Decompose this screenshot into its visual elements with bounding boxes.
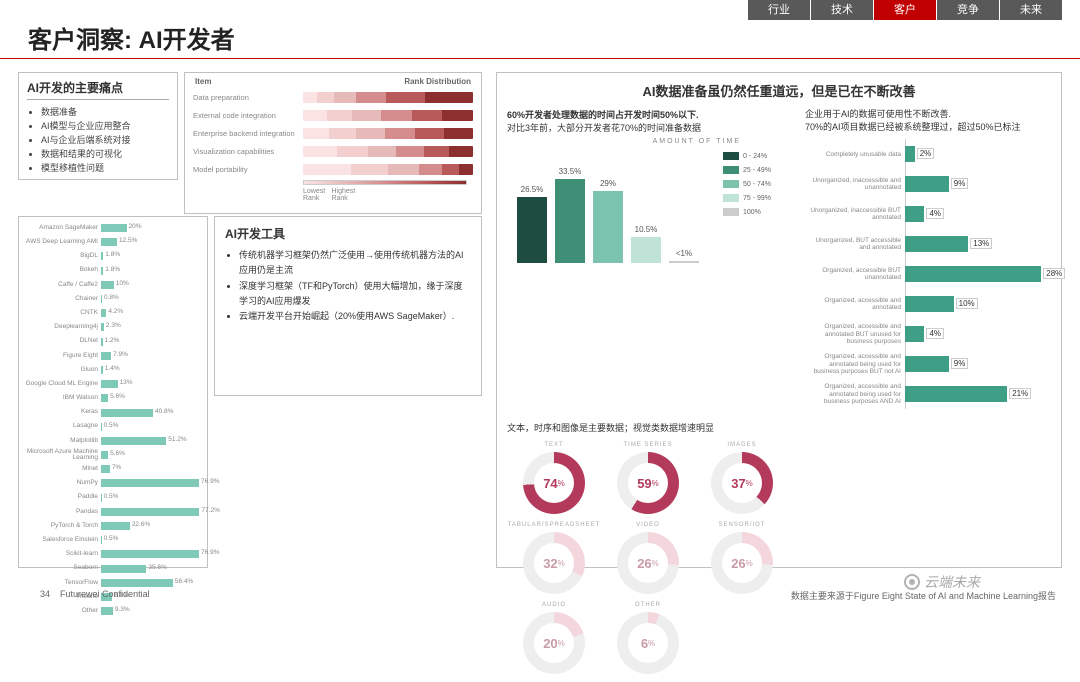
tools-heading: AI开发工具 — [225, 225, 471, 242]
confidential: Futurewei Confidential — [60, 589, 150, 599]
tool-row: Microsoft Azure Machine Learning5.6% — [23, 448, 203, 462]
nav-tab[interactable]: 未来 — [1000, 0, 1062, 20]
donut: TABULAR/SPREADSHEET32% — [507, 522, 601, 594]
nav-tab[interactable]: 行业 — [748, 0, 810, 20]
tool-row: Chainer0.8% — [23, 292, 203, 306]
tool-row: PyTorch & Torch22.6% — [23, 519, 203, 533]
usability-intro: 企业用于AI的数据可使用性不断改善. 70%的AI项目数据已经被系统整理过，超过… — [805, 108, 1051, 133]
painpoint-item: 数据和结果的可视化 — [41, 148, 169, 162]
legend-high: Highest Rank — [331, 188, 361, 202]
accent-line — [0, 58, 1080, 59]
donut: TIME SERIES59% — [601, 442, 695, 514]
footer: 34 Futurewei Confidential 数据主要来源于Figure … — [0, 589, 1080, 602]
donut: IMAGES37% — [695, 442, 789, 514]
tool-row: Bokeh1.8% — [23, 264, 203, 278]
usability-row: Completely unusable data2% — [805, 139, 1051, 169]
panel-tools-text: AI开发工具 传统机器学习框架仍然广泛使用→使用传统机器方法的AI应用仍是主流深… — [214, 216, 482, 396]
tool-row: Mlnet7% — [23, 462, 203, 476]
amount-bar: <1% — [669, 261, 699, 264]
amount-line1: 60%开发者处理数据的时间占开发时间50%以下. — [507, 108, 797, 121]
tool-row: TensorFlow56.4% — [23, 576, 203, 590]
usability-row: Organized, accessible and annotated10% — [805, 289, 1051, 319]
tool-row: NumPy76.9% — [23, 476, 203, 490]
panel-rank-distribution: Item Rank Distribution Data preparationE… — [184, 72, 482, 214]
tool-row: Scikit-learn76.9% — [23, 547, 203, 561]
painpoint-item: 数据准备 — [41, 106, 169, 120]
footer-source: 数据主要来源于Figure Eight State of AI and Mach… — [791, 589, 1056, 602]
painpoint-item: AI模型与企业应用整合 — [41, 120, 169, 134]
tool-note: 传统机器学习框架仍然广泛使用→使用传统机器方法的AI应用仍是主流 — [239, 248, 471, 279]
tool-row: AWS Deep Learning AMI12.5% — [23, 235, 203, 249]
nav-tab[interactable]: 技术 — [811, 0, 873, 20]
page-number: 34 — [40, 589, 50, 599]
panel-painpoints: AI开发的主要痛点 数据准备AI模型与企业应用整合AI与企业后端系统对接数据和结… — [18, 72, 178, 180]
tool-row: Other9.3% — [23, 604, 203, 618]
usability-row: Organized, accessible BUT unannotated28% — [805, 259, 1051, 289]
amount-axis-title: AMOUNT OF TIME — [507, 138, 797, 145]
usability-row: Organized, accessible and annotated BUT … — [805, 319, 1051, 349]
amount-bar: 33.5% — [555, 179, 585, 263]
nav-tab[interactable]: 客户 — [874, 0, 936, 20]
tool-row: BigDL1.8% — [23, 249, 203, 263]
col-rank: Rank Distribution — [404, 77, 471, 86]
tool-row: Figure Eight7.9% — [23, 349, 203, 363]
tool-row: Amazon SageMaker20% — [23, 221, 203, 235]
amount-line2: 对比3年前，大部分开发者花70%的时间准备数据 — [507, 121, 797, 134]
amount-bar: 26.5% — [517, 197, 547, 263]
tool-row: Deeplearning4j2.3% — [23, 320, 203, 334]
right-heading: AI数据准备虽仍然任重道远，但是已在不断改善 — [507, 81, 1051, 100]
usability-row: Unorganized, BUT accessible and annotate… — [805, 229, 1051, 259]
tool-row: CNTK4.2% — [23, 306, 203, 320]
panel-tools-chart: Amazon SageMaker20%AWS Deep Learning AMI… — [18, 216, 208, 568]
tool-note: 云端开发平台开始崛起（20%使用AWS SageMaker）. — [239, 309, 471, 324]
rank-row: Model portability — [193, 160, 473, 178]
painpoints-heading: AI开发的主要痛点 — [27, 79, 169, 100]
donut: SENSOR/IOT26% — [695, 522, 789, 594]
usability-row: Organized, accessible and annotated bein… — [805, 379, 1051, 409]
tool-row: Paddle0.5% — [23, 491, 203, 505]
painpoint-item: AI与企业后端系统对接 — [41, 134, 169, 148]
legend-low: Lowest Rank — [303, 188, 331, 202]
nav-tab[interactable]: 竞争 — [937, 0, 999, 20]
tool-row: Keras40.8% — [23, 405, 203, 419]
usability-row: Unorganized, inaccessible BUT annotated4… — [805, 199, 1051, 229]
tool-row: DLNet1.2% — [23, 335, 203, 349]
col-item: Item — [195, 77, 211, 86]
tool-row: Pandas77.2% — [23, 505, 203, 519]
tool-row: Google Cloud ML Engine13% — [23, 377, 203, 391]
rank-row: External code integration — [193, 106, 473, 124]
amount-bar: 29% — [593, 191, 623, 264]
tool-row: Matplotlib51.2% — [23, 434, 203, 448]
donut: TEXT74% — [507, 442, 601, 514]
panel-data-prep: AI数据准备虽仍然任重道远，但是已在不断改善 60%开发者处理数据的时间占开发时… — [496, 72, 1062, 568]
donut: AUDIO20% — [507, 602, 601, 674]
rank-row: Visualization capabilities — [193, 142, 473, 160]
tool-row: Lasagne0.5% — [23, 420, 203, 434]
tool-note: 深度学习框架（TF和PyTorch）使用大幅增加，缘于深度学习的AI应用爆发 — [239, 279, 471, 310]
rank-row: Enterprise backend integration — [193, 124, 473, 142]
donut: OTHER6% — [601, 602, 695, 674]
donut: VIDEO26% — [601, 522, 695, 594]
usability-row: Unorganized, inaccessible and unannotate… — [805, 169, 1051, 199]
amount-bar: 10.5% — [631, 237, 661, 263]
page-title: 客户洞察: AI开发者 — [28, 20, 235, 55]
top-nav: 行业技术客户竞争未来 — [747, 0, 1062, 20]
painpoint-item: 模型移植性问题 — [41, 162, 169, 176]
rank-row: Data preparation — [193, 88, 473, 106]
donuts-intro: 文本，时序和图像是主要数据；视觉类数据增速明显 — [507, 421, 1051, 434]
tool-row: Gluon1.4% — [23, 363, 203, 377]
usability-row: Organized, accessible and annotated bein… — [805, 349, 1051, 379]
tool-row: Seaborn35.6% — [23, 562, 203, 576]
tool-row: Salesforce Einstein0.5% — [23, 533, 203, 547]
tool-row: IBM Watson5.6% — [23, 391, 203, 405]
tool-row: Caffe / Caffe210% — [23, 278, 203, 292]
